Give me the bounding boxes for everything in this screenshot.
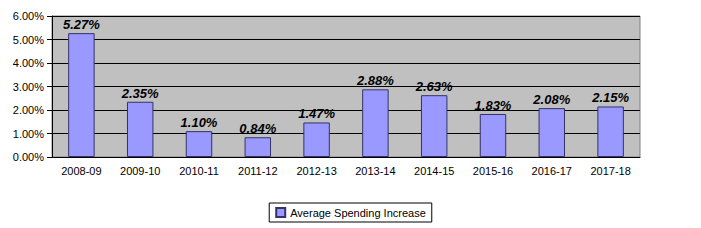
svg-text:2.63%: 2.63% (415, 79, 453, 94)
svg-text:1.00%: 1.00% (13, 128, 44, 140)
svg-text:1.47%: 1.47% (298, 106, 335, 121)
svg-text:2008-09: 2008-09 (61, 165, 101, 177)
svg-text:0.84%: 0.84% (239, 121, 276, 136)
svg-text:2014-15: 2014-15 (414, 165, 454, 177)
svg-text:2012-13: 2012-13 (296, 165, 336, 177)
svg-text:2.15%: 2.15% (591, 90, 629, 105)
svg-text:2015-16: 2015-16 (473, 165, 513, 177)
svg-text:2016-17: 2016-17 (532, 165, 572, 177)
svg-text:2.00%: 2.00% (13, 104, 44, 116)
svg-text:1.10%: 1.10% (181, 115, 218, 130)
svg-text:2013-14: 2013-14 (355, 165, 395, 177)
svg-text:2010-11: 2010-11 (179, 165, 219, 177)
svg-text:1.83%: 1.83% (475, 98, 512, 113)
svg-text:2.08%: 2.08% (532, 92, 570, 107)
svg-text:2009-10: 2009-10 (120, 165, 160, 177)
svg-text:0.00%: 0.00% (13, 151, 44, 163)
svg-text:2.35%: 2.35% (121, 86, 159, 101)
svg-text:6.00%: 6.00% (13, 10, 44, 22)
svg-text:2011-12: 2011-12 (238, 165, 278, 177)
svg-text:5.27%: 5.27% (63, 17, 100, 32)
svg-text:4.00%: 4.00% (13, 57, 44, 69)
svg-text:5.00%: 5.00% (13, 34, 44, 46)
svg-text:Average Spending Increase: Average Spending Increase (290, 207, 426, 219)
svg-text:2017-18: 2017-18 (590, 165, 630, 177)
svg-text:3.00%: 3.00% (13, 81, 44, 93)
svg-text:2.88%: 2.88% (356, 73, 394, 88)
